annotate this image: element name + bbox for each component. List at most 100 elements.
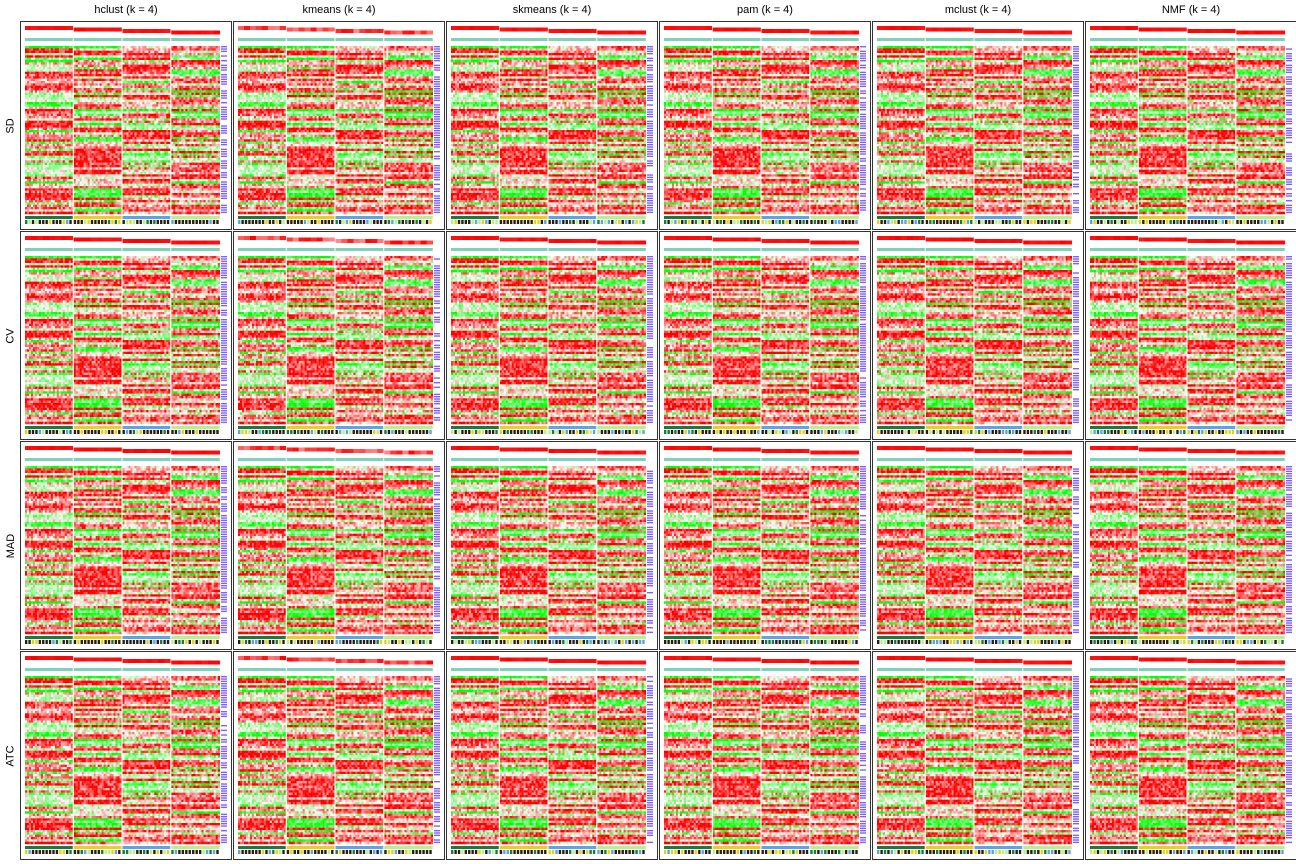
heatmap-cell (171, 109, 173, 112)
heatmap-cell (59, 93, 61, 96)
heatmap-cell (49, 72, 51, 75)
heatmap-cell (142, 95, 144, 98)
heatmap-cell (63, 76, 65, 79)
heatmap-cell (74, 65, 76, 68)
heatmap-cell (158, 142, 160, 145)
heatmap-cell (88, 123, 90, 126)
heatmap-cell (160, 65, 162, 68)
heatmap-cell (57, 60, 59, 63)
heatmap-cell (59, 151, 61, 154)
heatmap-cell (33, 142, 35, 145)
heatmap-cell (53, 146, 55, 149)
heatmap-cell (82, 72, 84, 75)
heatmap-cell (206, 62, 208, 65)
heatmap-cell (71, 163, 73, 166)
heatmap-cell (189, 146, 191, 149)
heatmap-cell (61, 48, 63, 51)
heatmap-cell (106, 125, 108, 128)
heatmap-cell (181, 58, 183, 61)
heatmap-cell (138, 60, 140, 63)
column-title: kmeans (k = 4) (233, 4, 445, 18)
heatmap-cell (37, 144, 39, 147)
heatmap-cell (128, 123, 130, 126)
heatmap-cell (136, 76, 138, 79)
heatmap-cell (96, 116, 98, 119)
heatmap-cell (65, 86, 67, 89)
heatmap-cell (51, 69, 53, 72)
heatmap-cell (104, 86, 106, 89)
heatmap-cell (181, 74, 183, 77)
heatmap-cell (94, 156, 96, 159)
heatmap-cell (61, 121, 63, 124)
heatmap-cell (80, 121, 82, 124)
heatmap-cell (57, 107, 59, 110)
heatmap-cell (189, 53, 191, 56)
heatmap-cell (120, 116, 122, 119)
heatmap-cell (82, 58, 84, 61)
heatmap-cell (110, 132, 112, 135)
heatmap-cell (43, 158, 45, 161)
heatmap-cell (43, 88, 45, 91)
heatmap-cell (45, 163, 47, 166)
heatmap-cell (130, 151, 132, 154)
heatmap-cell (130, 69, 132, 72)
heatmap-cell (191, 88, 193, 91)
heatmap-cell (106, 69, 108, 72)
heatmap-cell (187, 160, 189, 163)
heatmap-cell (110, 142, 112, 145)
heatmap-cell (104, 90, 106, 93)
heatmap-cell (108, 121, 110, 124)
heatmap-cell (189, 163, 191, 166)
heatmap-cell (102, 74, 104, 77)
heatmap-cell (158, 158, 160, 161)
heatmap-cell (128, 76, 130, 79)
heatmap-cell (198, 55, 200, 58)
heatmap-cell (171, 81, 173, 84)
heatmap-cell (126, 109, 128, 112)
heatmap-cell (114, 123, 116, 126)
heatmap-cell (114, 62, 116, 65)
heatmap-cell (57, 149, 59, 152)
heatmap-cell (102, 86, 104, 89)
heatmap-cell (120, 90, 122, 93)
heatmap-cell (90, 107, 92, 110)
heatmap-cell (132, 121, 134, 124)
heatmap-cell (59, 95, 61, 98)
heatmap-cell (196, 153, 198, 156)
heatmap-cell (120, 67, 122, 70)
heatmap-cell (59, 55, 61, 58)
heatmap-cell (69, 46, 71, 49)
heatmap-cell (25, 151, 27, 154)
heatmap-cell (196, 128, 198, 131)
heatmap-cell (152, 53, 154, 56)
heatmap-cell (181, 158, 183, 161)
heatmap-cell (214, 79, 216, 82)
heatmap-cell (76, 51, 78, 54)
heatmap-cell (196, 86, 198, 89)
heatmap-cell (168, 114, 170, 117)
heatmap-cell (134, 79, 136, 82)
heatmap-cell (55, 51, 57, 54)
heatmap-cell (160, 163, 162, 166)
heatmap-cell (80, 51, 82, 54)
heatmap-cell (80, 60, 82, 63)
heatmap-cell (198, 48, 200, 51)
heatmap-cell (123, 114, 125, 117)
heatmap-cell (74, 72, 76, 75)
heatmap-cell (200, 74, 202, 77)
heatmap-cell (78, 149, 80, 152)
heatmap-cell (51, 123, 53, 126)
heatmap-cell (193, 163, 195, 166)
heatmap-cell (69, 88, 71, 91)
heatmap-cell (156, 60, 158, 63)
heatmap-cell (130, 118, 132, 121)
heatmap-cell (148, 95, 150, 98)
heatmap-cell (67, 46, 69, 49)
heatmap-cell (92, 53, 94, 56)
heatmap-cell (198, 53, 200, 56)
heatmap-cell (210, 67, 212, 70)
heatmap-cell (92, 118, 94, 121)
heatmap-cell (61, 137, 63, 140)
heatmap-cell (177, 151, 179, 154)
heatmap-cell (162, 51, 164, 54)
